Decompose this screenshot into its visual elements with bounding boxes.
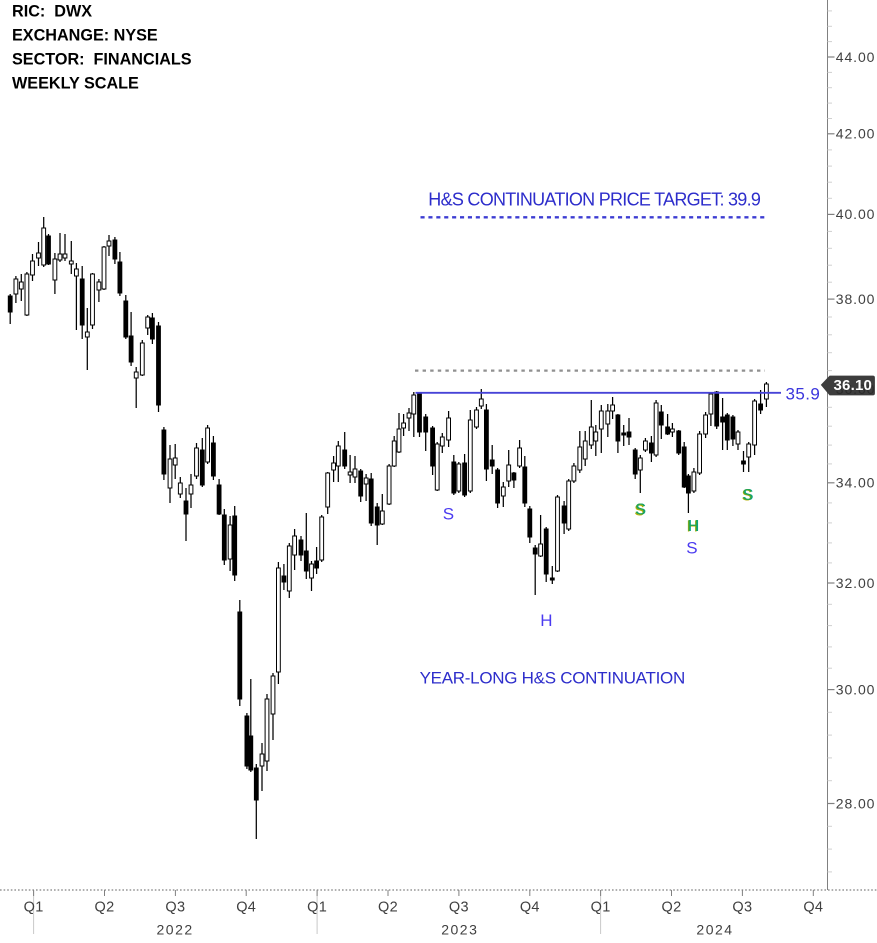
svg-text:S: S <box>443 505 454 524</box>
svg-text:32.00: 32.00 <box>836 575 876 591</box>
svg-text:28.00: 28.00 <box>836 795 876 811</box>
svg-text:40.00: 40.00 <box>836 206 876 222</box>
svg-text:S: S <box>743 487 753 504</box>
svg-text:2022: 2022 <box>157 922 194 938</box>
svg-text:Q2: Q2 <box>378 900 398 916</box>
svg-text:Q1: Q1 <box>307 900 327 916</box>
svg-text:Q3: Q3 <box>449 900 469 916</box>
svg-text:Q4: Q4 <box>803 900 823 916</box>
svg-text:S: S <box>742 487 752 504</box>
svg-text:S: S <box>636 502 646 519</box>
svg-text:42.00: 42.00 <box>836 126 876 142</box>
svg-text:Q4: Q4 <box>236 900 256 916</box>
svg-text:S: S <box>634 502 644 519</box>
svg-text:S: S <box>686 539 697 558</box>
svg-text:H: H <box>687 519 698 536</box>
svg-text:Q4: Q4 <box>520 900 540 916</box>
svg-text:H: H <box>687 518 698 535</box>
svg-text:H&S CONTINUATION PRICE TARGET:: H&S CONTINUATION PRICE TARGET: 39.9 <box>428 190 761 210</box>
svg-text:H: H <box>540 611 552 630</box>
svg-text:2024: 2024 <box>696 922 733 938</box>
svg-text:S: S <box>742 488 752 505</box>
svg-text:WEEKLY SCALE: WEEKLY SCALE <box>12 75 139 93</box>
svg-text:44.00: 44.00 <box>836 49 876 65</box>
svg-text:RIC: DWX: RIC: DWX <box>12 3 92 21</box>
svg-text:YEAR-LONG H&S CONTINUATION: YEAR-LONG H&S CONTINUATION <box>420 669 685 688</box>
svg-text:36.00: 36.00 <box>836 381 876 397</box>
svg-text:35.9: 35.9 <box>786 384 821 403</box>
svg-text:S: S <box>635 502 645 519</box>
svg-text:2023: 2023 <box>441 922 478 938</box>
svg-text:36.10: 36.10 <box>834 377 873 394</box>
svg-text:Q1: Q1 <box>591 900 611 916</box>
svg-text:34.00: 34.00 <box>836 475 876 491</box>
svg-text:38.00: 38.00 <box>836 291 876 307</box>
svg-text:30.00: 30.00 <box>836 681 876 697</box>
svg-text:Q1: Q1 <box>24 900 44 916</box>
svg-text:Q3: Q3 <box>732 900 752 916</box>
svg-text:H: H <box>688 518 699 535</box>
svg-text:Q2: Q2 <box>662 900 682 916</box>
svg-text:Q2: Q2 <box>95 900 115 916</box>
svg-text:SECTOR: FINANCIALS: SECTOR: FINANCIALS <box>12 51 192 69</box>
svg-text:EXCHANGE: NYSE: EXCHANGE: NYSE <box>12 27 158 45</box>
svg-text:Q3: Q3 <box>165 900 185 916</box>
